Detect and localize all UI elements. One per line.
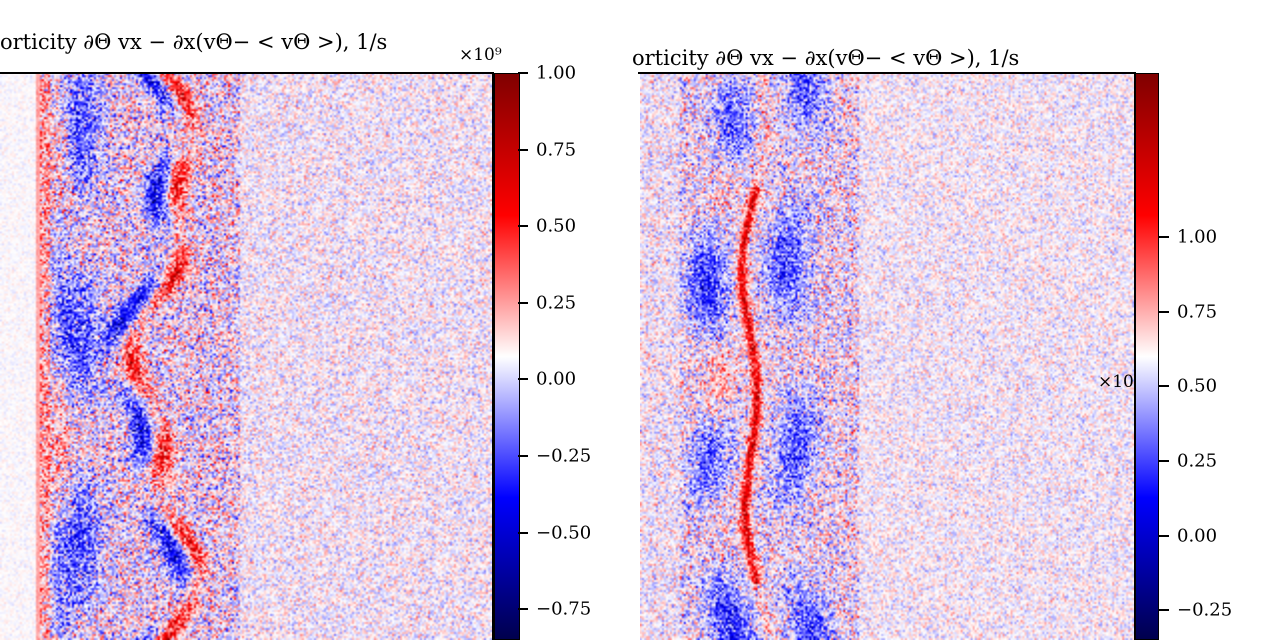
colorbar-tick-label: 1.00 (1177, 226, 1218, 248)
colorbar-tick-label: 0.00 (536, 368, 577, 390)
colorbar-tick-label: 0.75 (536, 139, 577, 161)
colorbar-tick (518, 455, 528, 458)
colorbar-tick (518, 148, 528, 151)
left-colorbar-multiplier: ×10⁹ (459, 45, 502, 65)
colorbar-tick-label: 0.75 (1177, 301, 1218, 323)
colorbar-tick-label: −0.25 (1177, 599, 1233, 621)
colorbar-tick (518, 225, 528, 228)
colorbar-tick-label: −0.25 (536, 445, 592, 467)
colorbar-tick (1159, 310, 1169, 313)
colorbar-tick-label: −0.75 (536, 598, 592, 620)
colorbar-tick-label: 0.25 (1177, 450, 1218, 472)
left-heatmap (0, 73, 492, 640)
colorbar-tick (1159, 609, 1169, 612)
colorbar-tick (518, 531, 528, 534)
colorbar-tick (1159, 385, 1169, 388)
left-chart-title: orticity ∂Θ vx − ∂x(vΘ− < vΘ >), 1/s (0, 30, 388, 54)
colorbar-tick (518, 72, 528, 74)
right-colorbar (1135, 73, 1159, 640)
left-colorbar (494, 73, 520, 640)
colorbar-tick (1159, 459, 1169, 462)
left-chart: orticity ∂Θ vx − ∂x(vΘ− < vΘ >), 1/s ×10… (0, 30, 592, 640)
colorbar-tick (518, 301, 528, 304)
colorbar-tick-label: 0.50 (1177, 375, 1218, 397)
colorbar-tick-label: 1.00 (536, 62, 577, 84)
colorbar-tick-label: 0.50 (536, 215, 577, 237)
colorbar-tick (518, 378, 528, 381)
colorbar-tick-label: −0.50 (536, 522, 592, 544)
colorbar-tick-label: 0.00 (1177, 525, 1218, 547)
colorbar-tick (1159, 534, 1169, 537)
colorbar-tick-label: 0.25 (536, 292, 577, 314)
right-chart-title: orticity ∂Θ vx − ∂x(vΘ− < vΘ >), 1/s (632, 46, 1020, 70)
right-colorbar-multiplier: ×10⁹ (1098, 372, 1141, 392)
right-heatmap (640, 73, 1134, 640)
colorbar-tick (518, 608, 528, 611)
colorbar-tick (1159, 236, 1169, 239)
right-chart: orticity ∂Θ vx − ∂x(vΘ− < vΘ >), 1/s ×10… (632, 0, 1280, 640)
